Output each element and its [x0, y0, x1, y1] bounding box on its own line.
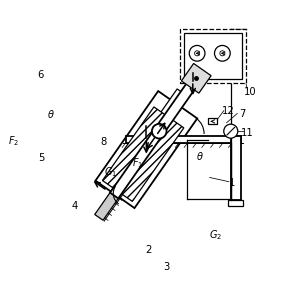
Text: $\theta$: $\theta$	[196, 150, 204, 162]
Circle shape	[215, 45, 230, 61]
Text: $F_2$: $F_2$	[8, 134, 20, 148]
Bar	[184, 33, 242, 79]
Text: $\theta$: $\theta$	[47, 108, 55, 120]
Polygon shape	[181, 63, 211, 93]
Polygon shape	[110, 75, 200, 199]
Polygon shape	[145, 89, 183, 139]
Circle shape	[220, 51, 225, 56]
Text: 10: 10	[244, 87, 257, 97]
Circle shape	[152, 124, 167, 138]
Text: $G_1$: $G_1$	[104, 165, 117, 179]
Circle shape	[194, 51, 200, 56]
Text: 1: 1	[229, 178, 235, 188]
Text: $G_2$: $G_2$	[209, 228, 222, 242]
Text: 5: 5	[38, 153, 45, 163]
Polygon shape	[228, 200, 243, 206]
Text: 4: 4	[72, 201, 78, 211]
Text: 7: 7	[239, 109, 245, 119]
Polygon shape	[231, 136, 241, 200]
Text: $F_1$: $F_1$	[132, 157, 144, 170]
Polygon shape	[102, 107, 184, 201]
Bar	[208, 118, 217, 124]
Text: 11: 11	[241, 127, 254, 138]
Text: 3: 3	[163, 262, 169, 272]
Text: 2: 2	[145, 245, 151, 255]
Text: 6: 6	[37, 70, 43, 80]
Polygon shape	[95, 180, 127, 220]
Polygon shape	[95, 91, 197, 208]
Text: 12: 12	[222, 106, 234, 116]
Polygon shape	[126, 136, 241, 143]
Circle shape	[189, 45, 205, 61]
Circle shape	[224, 124, 238, 138]
Bar	[180, 29, 246, 83]
Text: 8: 8	[100, 137, 106, 147]
